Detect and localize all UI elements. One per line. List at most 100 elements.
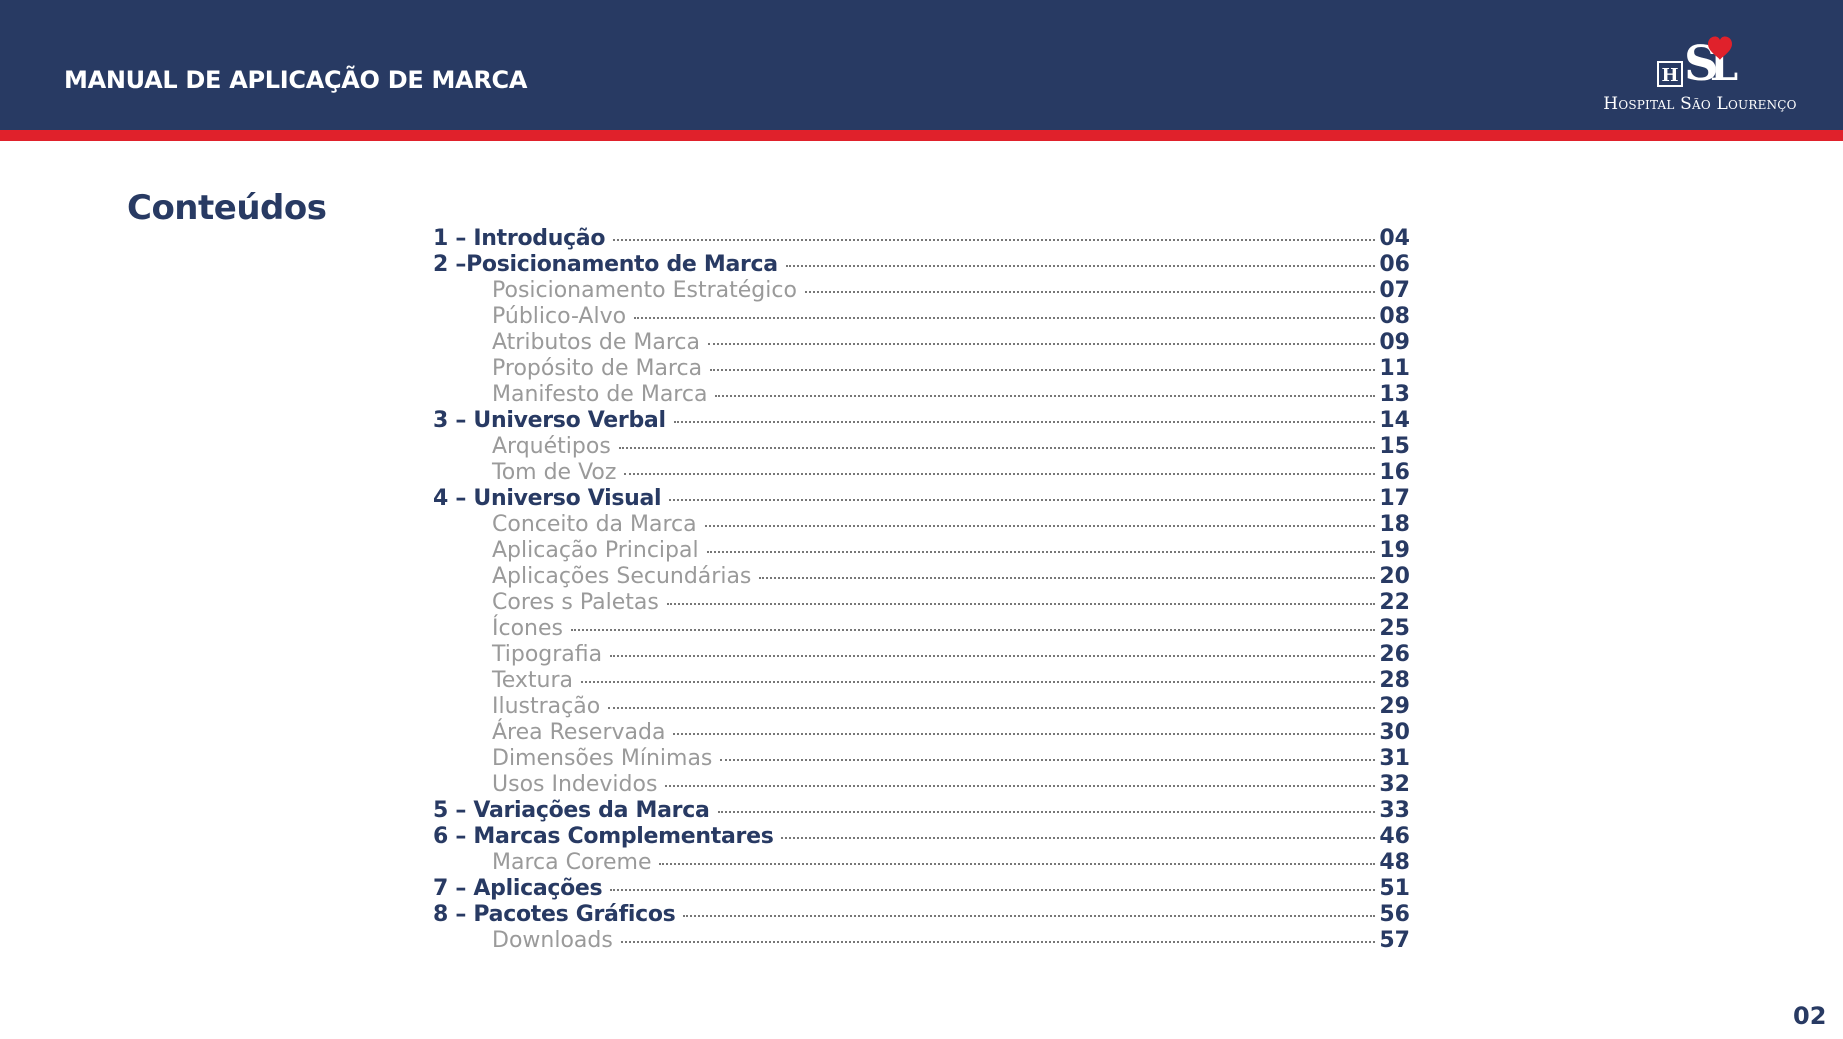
dot-leader <box>683 915 1376 917</box>
dot-leader <box>613 239 1376 241</box>
dot-leader <box>785 265 1376 267</box>
toc-entry-page: 06 <box>1379 252 1410 277</box>
header-accent-stripe <box>0 130 1843 141</box>
toc-entry-label: Público-Alvo <box>492 304 627 329</box>
toc-entry-label: Textura <box>492 668 573 693</box>
toc-entry[interactable]: Conceito da Marca 18 <box>433 512 1410 538</box>
toc-entry-page: 19 <box>1379 538 1410 563</box>
toc-entry-label: Tipografia <box>492 642 603 667</box>
toc-entry[interactable]: Arquétipos 15 <box>433 434 1410 460</box>
svg-text:H: H <box>1661 65 1678 86</box>
toc-entry-label: 8 – Pacotes Gráficos <box>433 902 676 927</box>
dot-leader <box>634 317 1376 319</box>
toc-entry[interactable]: 1 – Introdução 04 <box>433 226 1410 252</box>
toc-entry-page: 08 <box>1379 304 1410 329</box>
toc-entry-page: 57 <box>1379 928 1410 953</box>
toc-entry-label: 3 – Universo Verbal <box>433 408 666 433</box>
toc-entry-page: 56 <box>1379 902 1410 927</box>
toc-entry-page: 14 <box>1379 408 1410 433</box>
toc-entry[interactable]: Ilustração 29 <box>433 694 1410 720</box>
dot-leader <box>669 499 1376 501</box>
toc-entry-page: 33 <box>1379 798 1410 823</box>
toc-entry-label: Posicionamento Estratégico <box>492 278 797 303</box>
toc-entry[interactable]: 3 – Universo Verbal 14 <box>433 408 1410 434</box>
toc-entry[interactable]: Downloads 57 <box>433 928 1410 954</box>
toc-entry-page: 04 <box>1379 226 1410 251</box>
toc-entry-page: 51 <box>1379 876 1410 901</box>
dot-leader <box>706 551 1376 553</box>
toc-entry-label: Ilustração <box>492 694 601 719</box>
dot-leader <box>618 447 1376 449</box>
header-bar: MANUAL DE APLICAÇÃO DE MARCA H S L Hospi… <box>0 0 1843 130</box>
toc-entry-label: 4 – Universo Visual <box>433 486 662 511</box>
contents-title: Conteúdos <box>127 188 327 228</box>
toc-entry[interactable]: Tipografia 26 <box>433 642 1410 668</box>
toc-entry[interactable]: Atributos de Marca 09 <box>433 330 1410 356</box>
toc-entry[interactable]: 6 – Marcas Complementares 46 <box>433 824 1410 850</box>
logo-wordmark: Hospital São Lourenço <box>1603 94 1797 114</box>
toc-entry[interactable]: Aplicações Secundárias 20 <box>433 564 1410 590</box>
toc-entry[interactable]: Aplicação Principal 19 <box>433 538 1410 564</box>
toc-entry[interactable]: 5 – Variações da Marca 33 <box>433 798 1410 824</box>
toc-entry-page: 48 <box>1379 850 1410 875</box>
toc-entry[interactable]: 8 – Pacotes Gráficos 56 <box>433 902 1410 928</box>
dot-leader <box>781 837 1376 839</box>
toc-entry[interactable]: 7 – Aplicações 51 <box>433 876 1410 902</box>
toc-entry[interactable]: Dimensões Mínimas 31 <box>433 746 1410 772</box>
toc-entry-label: Aplicações Secundárias <box>492 564 752 589</box>
toc-entry-label: Downloads <box>492 928 613 953</box>
toc-entry-label: Tom de Voz <box>492 460 617 485</box>
toc-entry-page: 07 <box>1379 278 1410 303</box>
page-number: 02 <box>1793 1002 1827 1030</box>
toc-entry[interactable]: Cores s Paletas 22 <box>433 590 1410 616</box>
dot-leader <box>673 421 1376 423</box>
dot-leader <box>570 629 1376 631</box>
toc-entry-label: Dimensões Mínimas <box>492 746 713 771</box>
toc-entry-label: Atributos de Marca <box>492 330 700 355</box>
toc-entry-page: 15 <box>1379 434 1410 459</box>
table-of-contents: 1 – Introdução 04 2 –Posicionamento de Mar… <box>433 226 1410 954</box>
toc-entry-page: 46 <box>1379 824 1410 849</box>
dot-leader <box>715 395 1376 397</box>
dot-leader <box>580 681 1376 683</box>
dot-leader <box>759 577 1376 579</box>
toc-entry-page: 09 <box>1379 330 1410 355</box>
toc-entry[interactable]: Manifesto de Marca 13 <box>433 382 1410 408</box>
dot-leader <box>610 889 1376 891</box>
toc-entry-label: Propósito de Marca <box>492 356 703 381</box>
toc-entry-label: Aplicação Principal <box>492 538 699 563</box>
toc-entry[interactable]: Propósito de Marca 11 <box>433 356 1410 382</box>
toc-entry[interactable]: 4 – Universo Visual 17 <box>433 486 1410 512</box>
toc-entry[interactable]: Tom de Voz 16 <box>433 460 1410 486</box>
toc-entry-page: 13 <box>1379 382 1410 407</box>
toc-entry-label: Ícones <box>492 616 563 641</box>
dot-leader <box>608 707 1376 709</box>
dot-leader <box>610 655 1376 657</box>
hsl-monogram-logo: H S L <box>1657 36 1738 92</box>
toc-entry[interactable]: Textura 28 <box>433 668 1410 694</box>
toc-entry-page: 20 <box>1379 564 1410 589</box>
dot-leader <box>659 863 1376 865</box>
toc-entry-label: 6 – Marcas Complementares <box>433 824 774 849</box>
toc-entry-page: 26 <box>1379 642 1410 667</box>
toc-entry-label: Usos Indevidos <box>492 772 658 797</box>
toc-entry[interactable]: Público-Alvo 08 <box>433 304 1410 330</box>
toc-entry-label: 2 –Posicionamento de Marca <box>433 252 778 277</box>
toc-entry[interactable]: Posicionamento Estratégico 07 <box>433 278 1410 304</box>
toc-entry-label: 1 – Introdução <box>433 226 606 251</box>
toc-entry[interactable]: Marca Coreme 48 <box>433 850 1410 876</box>
toc-entry-label: Área Reservada <box>492 720 666 745</box>
dot-leader <box>665 785 1376 787</box>
toc-entry-page: 18 <box>1379 512 1410 537</box>
dot-leader <box>804 291 1376 293</box>
toc-entry[interactable]: Área Reservada 30 <box>433 720 1410 746</box>
toc-entry[interactable]: Ícones 25 <box>433 616 1410 642</box>
toc-entry-page: 25 <box>1379 616 1410 641</box>
toc-entry[interactable]: 2 –Posicionamento de Marca 06 <box>433 252 1410 278</box>
toc-entry-page: 11 <box>1379 356 1410 381</box>
toc-entry-page: 30 <box>1379 720 1410 745</box>
manual-title: MANUAL DE APLICAÇÃO DE MARCA <box>64 66 528 94</box>
toc-entry[interactable]: Usos Indevidos 32 <box>433 772 1410 798</box>
toc-entry-page: 31 <box>1379 746 1410 771</box>
toc-entry-label: 7 – Aplicações <box>433 876 603 901</box>
